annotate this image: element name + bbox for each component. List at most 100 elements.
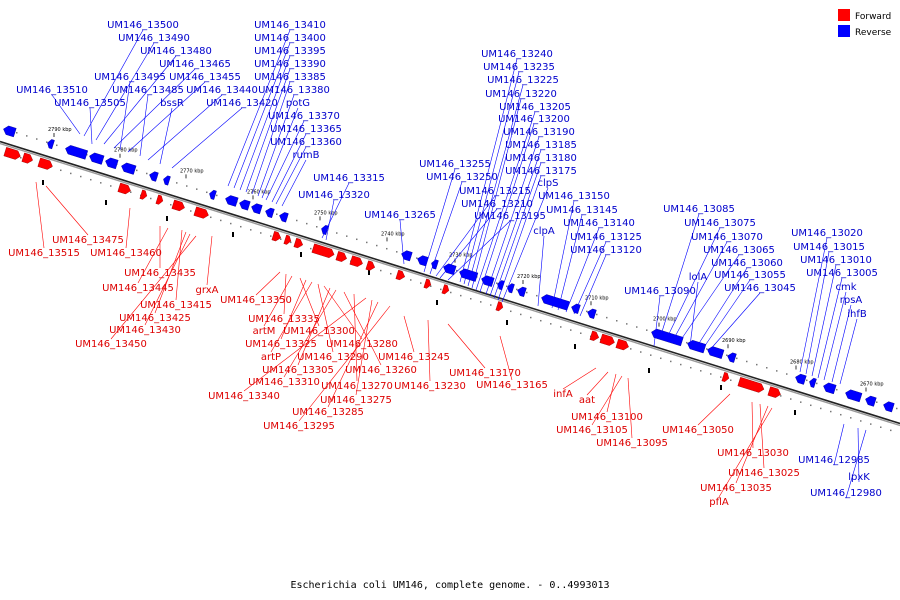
forward-gene-arrow	[271, 231, 282, 242]
gene-label: UM146_13485	[112, 85, 184, 96]
minor-tick	[616, 320, 618, 322]
reverse-gene-arrow	[883, 401, 895, 413]
leader-line	[283, 289, 337, 378]
minor-tick	[20, 157, 22, 159]
leader-line	[327, 301, 379, 408]
reverse-gene-arrow	[727, 352, 737, 363]
leader-line	[817, 277, 843, 379]
leader-line	[799, 237, 828, 373]
minor-tick	[780, 395, 782, 397]
minor-tick	[580, 332, 582, 334]
forward-gene-arrow	[283, 234, 292, 245]
gene-label: UM146_13250	[426, 172, 498, 183]
leader-line	[271, 133, 307, 203]
minor-tick	[86, 153, 88, 156]
minor-tick	[710, 373, 712, 375]
gene-label: UM146_13420	[206, 98, 278, 109]
legend: Forward Reverse	[838, 9, 892, 38]
leader-line	[281, 159, 307, 207]
minor-tick	[490, 304, 492, 306]
reverse-gene-arrow	[865, 395, 877, 407]
gene-label: lolA	[689, 272, 708, 283]
minor-tick	[786, 373, 788, 375]
gene-label: UM146_13295	[263, 421, 335, 432]
gene-label: UM146_13440	[186, 85, 258, 96]
forward-gene-arrow	[335, 251, 347, 262]
leader-line	[501, 187, 549, 303]
scale-tick-label: 2700 kbp	[653, 317, 677, 323]
minor-tick	[270, 235, 272, 237]
gene-label: UM146_13190	[503, 127, 575, 138]
reverse-gene-arrow	[225, 195, 239, 207]
leader-line	[839, 318, 858, 385]
forward-gene-arrow	[589, 330, 600, 341]
leader-line	[355, 299, 373, 396]
minor-tick	[386, 247, 388, 250]
minor-tick	[210, 216, 212, 219]
gene-label: UM146_13185	[505, 140, 577, 151]
reverse-gene-arrow	[251, 203, 263, 215]
forward-gene-arrow	[155, 194, 164, 205]
minor-tick	[876, 401, 878, 403]
forward-gene-arrow	[21, 152, 33, 164]
gene-label: UM146_12980	[810, 488, 882, 499]
reverse-gene-arrow	[47, 139, 55, 150]
leader-line	[206, 235, 213, 286]
gene-label: UM146_13335	[248, 314, 320, 325]
forward-gene-arrow	[37, 157, 53, 170]
minor-tick	[560, 326, 562, 328]
minor-tick	[530, 316, 532, 319]
gene-label: UM146_13480	[140, 46, 212, 57]
reverse-gene-arrow	[209, 189, 217, 200]
gene-label: lpxK	[848, 472, 870, 483]
minor-tick	[630, 348, 632, 350]
minor-tick	[680, 363, 682, 366]
gene-label: UM146_13505	[54, 98, 126, 109]
gene-label: pflA	[709, 497, 729, 508]
leader-line	[447, 220, 511, 281]
gene-label: UM146_13005	[806, 268, 878, 279]
minor-tick	[690, 366, 692, 369]
gene-label: UM146_13020	[791, 228, 863, 239]
leader-line	[493, 162, 542, 299]
leader-line	[479, 123, 535, 293]
gene-label: UM146_13500	[107, 20, 179, 31]
leader-line	[144, 233, 191, 326]
gene-label: UM146_13270	[321, 381, 393, 392]
minor-tick	[396, 251, 398, 253]
leader-line	[811, 264, 837, 377]
leader-line	[323, 285, 363, 340]
reverse-gene-arrow	[823, 382, 837, 395]
leader-line	[697, 393, 731, 426]
leader-line	[689, 281, 699, 347]
minor-tick	[550, 323, 552, 325]
minor-tick	[746, 360, 748, 363]
minor-tick	[170, 204, 172, 206]
gene-label: UM146_13465	[159, 59, 231, 70]
leader-line	[489, 149, 542, 297]
leader-line	[653, 295, 661, 347]
minor-tick	[820, 407, 822, 410]
minor-tick	[290, 241, 292, 244]
leader-line	[463, 71, 520, 285]
minor-tick	[640, 351, 642, 353]
minor-tick	[56, 144, 58, 147]
leader-line	[485, 136, 540, 295]
gene-label: UM146_13125	[570, 232, 642, 243]
minor-tick	[806, 379, 808, 382]
reverse-gene-arrow	[239, 199, 251, 211]
minor-tick	[190, 210, 192, 212]
minor-tick	[730, 379, 732, 381]
minor-tick	[390, 272, 392, 275]
leader-line	[127, 81, 206, 153]
reverse-gene-arrow	[517, 286, 527, 298]
reverse-gene-arrow	[431, 259, 439, 270]
reverse-gene-arrow	[149, 171, 159, 182]
gene-label: UM146_13045	[724, 283, 796, 294]
minor-tick	[736, 357, 738, 360]
leader-line	[562, 367, 597, 390]
position-marker	[720, 385, 722, 390]
leader-line	[154, 231, 187, 314]
forward-gene-arrow	[615, 338, 629, 351]
scale-tick-label: 2730 kbp	[449, 253, 473, 259]
